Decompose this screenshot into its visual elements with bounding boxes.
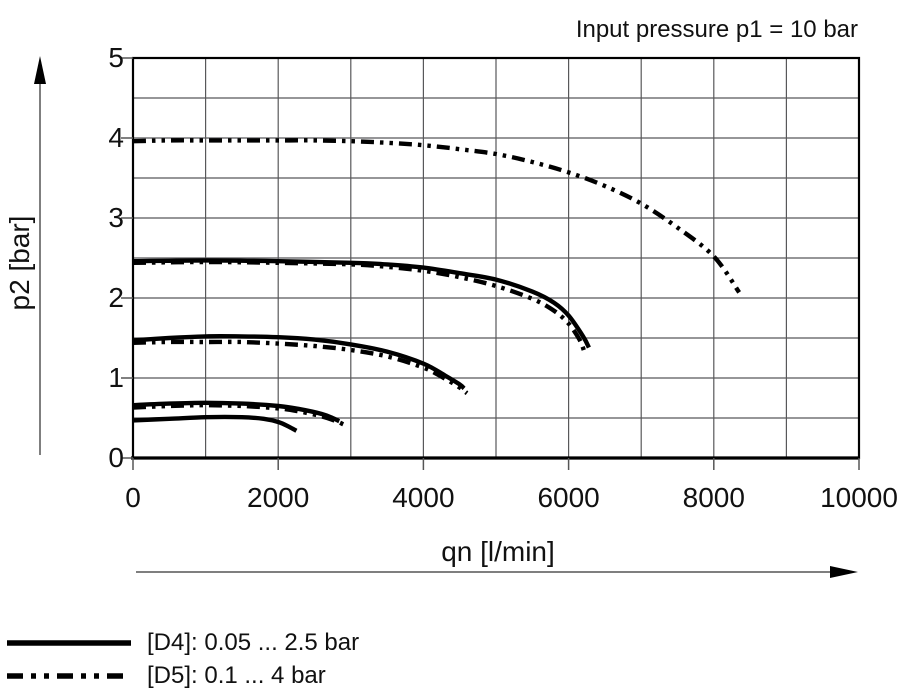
- legend-item-d4: [D4]: 0.05 ... 2.5 bar: [4, 626, 359, 659]
- y-tick-label: 5: [108, 42, 124, 73]
- x-axis-arrow-head-icon: [830, 566, 858, 578]
- legend-item-d5: [D5]: 0.1 ... 4 bar: [4, 659, 359, 692]
- legend-label-d4: [D4]: 0.05 ... 2.5 bar: [147, 628, 360, 656]
- legend-label-d5: [D5]: 0.1 ... 4 bar: [147, 661, 326, 689]
- y-tick-label: 0: [108, 442, 124, 473]
- x-tick-label: 6000: [537, 482, 600, 513]
- legend: [D4]: 0.05 ... 2.5 bar [D5]: 0.1 ... 4 b…: [4, 626, 359, 692]
- x-tick-label: 8000: [682, 482, 745, 513]
- y-tick-label: 1: [108, 362, 124, 393]
- dash-dot-dot-line-sample-icon: [7, 672, 131, 679]
- curve-d4-0.5bar: [132, 414, 298, 433]
- y-axis-label: p2 [bar]: [4, 215, 35, 311]
- curve-d5-2.5bar: [132, 259, 587, 354]
- x-tick-label: 0: [125, 482, 141, 513]
- x-tick-label: 2000: [247, 482, 310, 513]
- curve-d4-0.68bar: [132, 400, 341, 424]
- x-tick-label: 10000: [820, 482, 898, 513]
- curve-d5-4bar: [132, 138, 742, 294]
- y-tick-label: 2: [108, 282, 124, 313]
- chart-title: Input pressure p1 = 10 bar: [575, 16, 858, 43]
- y-tick-label: 4: [108, 122, 124, 153]
- curve-d4-1.5bar: [132, 334, 466, 391]
- curve-d5-1.5bar: [132, 339, 469, 395]
- curve-d4-2.5bar: [132, 258, 591, 349]
- x-axis-label: qn [l/min]: [441, 536, 555, 567]
- x-tick-label: 4000: [392, 482, 455, 513]
- y-tick-label: 3: [108, 202, 124, 233]
- solid-line-sample-icon: [7, 639, 131, 646]
- curve-d5-0.65bar: [132, 402, 345, 427]
- y-axis-arrow-head-icon: [34, 56, 46, 84]
